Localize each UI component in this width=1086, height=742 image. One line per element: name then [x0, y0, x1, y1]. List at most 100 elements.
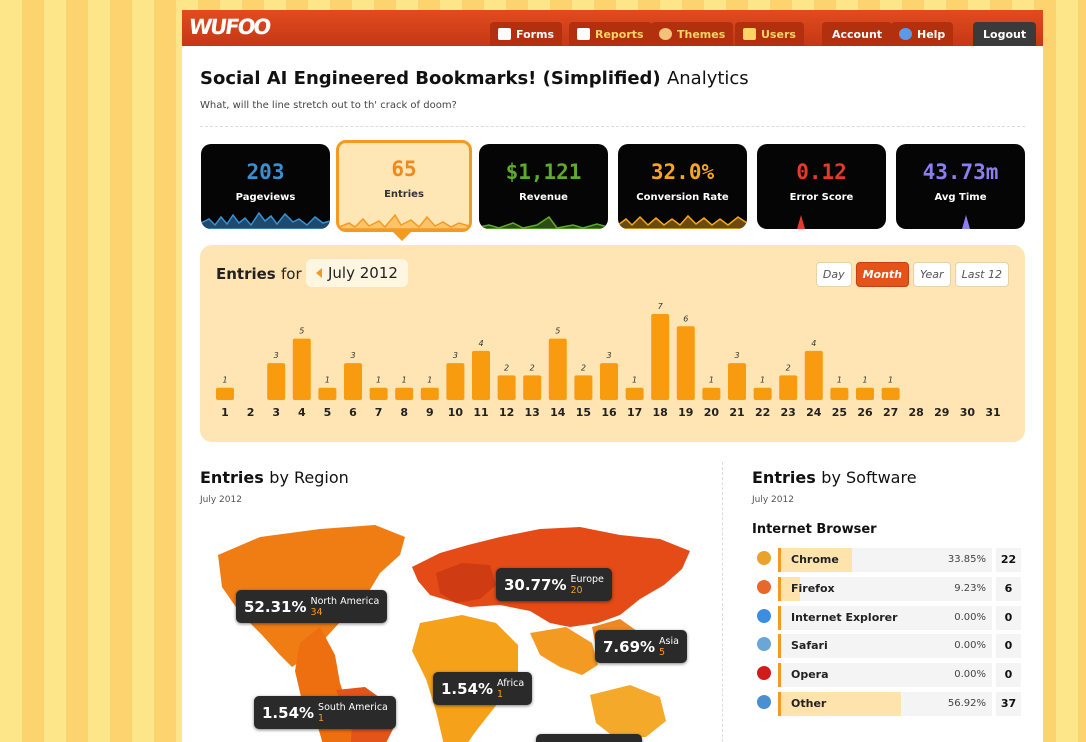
bar-day-1[interactable]: [216, 387, 234, 400]
range-year-button[interactable]: Year: [913, 262, 951, 287]
bar-day-11[interactable]: [472, 350, 490, 400]
bar-value-label: 1: [837, 376, 842, 385]
bar-value-label: 5: [555, 327, 560, 336]
top-bar: WUFOO Forms Reports Themes Users Account…: [182, 10, 1043, 46]
browser-row-internet-explorer[interactable]: Internet Explorer 0.00% 0: [754, 605, 1022, 630]
range-day-button[interactable]: Day: [815, 262, 852, 287]
forms-icon: [498, 28, 511, 40]
browser-name: Other: [791, 697, 827, 710]
bar-day-24[interactable]: [804, 350, 823, 400]
bar-day-19[interactable]: [676, 326, 695, 400]
region-title: Entries by Region: [200, 468, 349, 487]
nav-reports[interactable]: Reports: [569, 22, 652, 46]
bar-value-label: 2: [530, 363, 535, 372]
bar-day-3[interactable]: [267, 363, 286, 400]
revenue-sparkline: [479, 215, 608, 229]
section-divider: [722, 462, 723, 742]
globe-icon: [757, 695, 771, 709]
stat-pageviews[interactable]: 203 Pageviews: [201, 144, 330, 229]
nav-themes[interactable]: Themes: [651, 22, 734, 46]
nav-account[interactable]: Account: [822, 22, 893, 46]
bar-value-label: 3: [734, 351, 739, 360]
bar-day-17[interactable]: [625, 387, 644, 400]
bar-day-22[interactable]: [753, 387, 772, 400]
stat-revenue[interactable]: $1,121 Revenue: [479, 144, 608, 229]
browser-percent: 56.92%: [947, 698, 986, 709]
browser-row-other[interactable]: Other 56.92% 37: [754, 692, 1022, 716]
bar-day-16[interactable]: [600, 363, 618, 400]
bar-value-label: 7: [658, 302, 664, 311]
bar-day-25[interactable]: [830, 387, 849, 400]
browser-name: Firefox: [791, 581, 835, 595]
bar-value-label: 1: [325, 376, 330, 385]
bar-day-21[interactable]: [728, 363, 746, 400]
south-america-tooltip: 1.54% South America 1: [254, 696, 396, 729]
bar-value-label: 6: [683, 314, 688, 323]
bar-value-label: 3: [453, 351, 458, 360]
x-tick-label: 12: [499, 406, 514, 419]
bar-day-7[interactable]: [369, 387, 388, 400]
stat-conversion-rate[interactable]: 32.0% Conversion Rate: [618, 144, 747, 229]
software-period: July 2012: [752, 495, 794, 505]
browser-share-fill: [781, 548, 853, 572]
browser-name: Chrome: [791, 553, 839, 566]
wufoo-logo[interactable]: WUFOO: [187, 15, 271, 39]
bar-day-26[interactable]: [856, 387, 874, 400]
x-tick-label: 13: [525, 406, 540, 419]
europe-tooltip: 30.77% Europe 20: [496, 568, 612, 601]
browser-row-chrome[interactable]: Chrome 33.85% 22: [754, 548, 1022, 572]
nav-users[interactable]: Users: [735, 22, 804, 46]
bar-day-5[interactable]: [318, 387, 337, 400]
reports-icon: [577, 28, 590, 40]
stat-avg-time[interactable]: 43.73m Avg Time: [896, 144, 1025, 229]
x-tick-label: 31: [985, 406, 1000, 419]
browser-row-firefox[interactable]: Firefox 9.23% 6: [754, 576, 1022, 601]
bar-value-label: 5: [299, 327, 304, 336]
pageviews-sparkline: [201, 211, 330, 229]
region-period: July 2012: [200, 495, 242, 505]
bar-day-18[interactable]: [651, 314, 670, 400]
range-month-button[interactable]: Month: [855, 262, 910, 287]
x-tick-label: 14: [550, 406, 566, 419]
internet-explorer-icon: [757, 608, 771, 623]
divider: [200, 126, 1025, 127]
bar-day-10[interactable]: [446, 363, 465, 400]
entries-chart-panel: Entries for July 2012 Day Month Year Las…: [200, 245, 1025, 442]
bar-day-6[interactable]: [344, 363, 362, 400]
bar-day-27[interactable]: [881, 387, 900, 400]
logout-button[interactable]: Logout: [973, 22, 1037, 46]
page-subtitle: What, will the line stretch out to th' c…: [200, 100, 457, 111]
x-tick-label: 17: [627, 406, 642, 419]
bar-day-23[interactable]: [779, 375, 798, 400]
bar-value-label: 1: [222, 376, 227, 385]
browser-name: Safari: [791, 639, 828, 653]
bar-day-14[interactable]: [548, 338, 567, 400]
nav-forms[interactable]: Forms: [490, 22, 563, 46]
x-tick-label: 26: [857, 406, 873, 419]
bar-day-4[interactable]: [292, 338, 311, 400]
bar-day-15[interactable]: [574, 375, 593, 400]
x-tick-label: 4: [298, 406, 306, 419]
browser-bar: Safari 0.00%: [778, 634, 992, 659]
bar-day-8[interactable]: [395, 387, 414, 400]
browser-row-opera[interactable]: Opera 0.00% 0: [754, 663, 1022, 688]
bar-value-label: 1: [427, 376, 432, 385]
bar-day-13[interactable]: [523, 375, 542, 400]
bar-day-9[interactable]: [420, 387, 439, 400]
nav-help[interactable]: Help: [891, 22, 954, 46]
browser-row-safari[interactable]: Safari 0.00% 0: [754, 634, 1022, 659]
avg-time-sparkline: [962, 215, 970, 229]
bar-value-label: 1: [709, 376, 714, 385]
bar-day-12[interactable]: [497, 375, 516, 400]
bar-value-label: 1: [376, 376, 381, 385]
stat-entries[interactable]: 65 Entries: [336, 140, 472, 232]
browser-count: 0: [996, 663, 1021, 688]
previous-month-icon[interactable]: [316, 268, 322, 278]
browser-percent: 0.00%: [954, 669, 986, 681]
bar-day-20[interactable]: [702, 387, 721, 400]
stat-error-score[interactable]: 0.12 Error Score: [757, 144, 886, 229]
africa-tooltip: 1.54% Africa 1: [433, 672, 533, 705]
x-tick-label: 1: [221, 406, 229, 419]
month-selector[interactable]: July 2012: [306, 259, 408, 287]
range-last-12-button[interactable]: Last 12: [954, 262, 1009, 287]
